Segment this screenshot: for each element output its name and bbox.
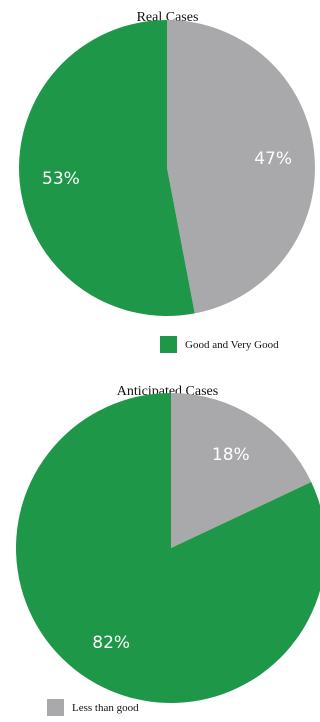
pie-slice-good-and-very-good (18, 20, 195, 316)
pie-slice-less-than-good (171, 393, 312, 548)
pie-slice-label: 82% (92, 633, 130, 653)
legend-real-cases: Good and Very Good (160, 336, 279, 353)
pie-slice-less-than-good (167, 20, 315, 314)
pie-slice-label: 53% (42, 169, 80, 189)
pie-slice-label: 47% (254, 149, 292, 169)
legend-label: Less than good (72, 701, 139, 714)
legend-swatch-gray (47, 699, 64, 716)
pie-slice-label: 18% (212, 445, 250, 465)
pie-slice-good-and-very-good (16, 393, 320, 703)
legend-swatch-green (160, 336, 177, 353)
legend-anticipated-cases: Less than good (47, 699, 139, 716)
legend-label: Good and Very Good (185, 338, 279, 351)
